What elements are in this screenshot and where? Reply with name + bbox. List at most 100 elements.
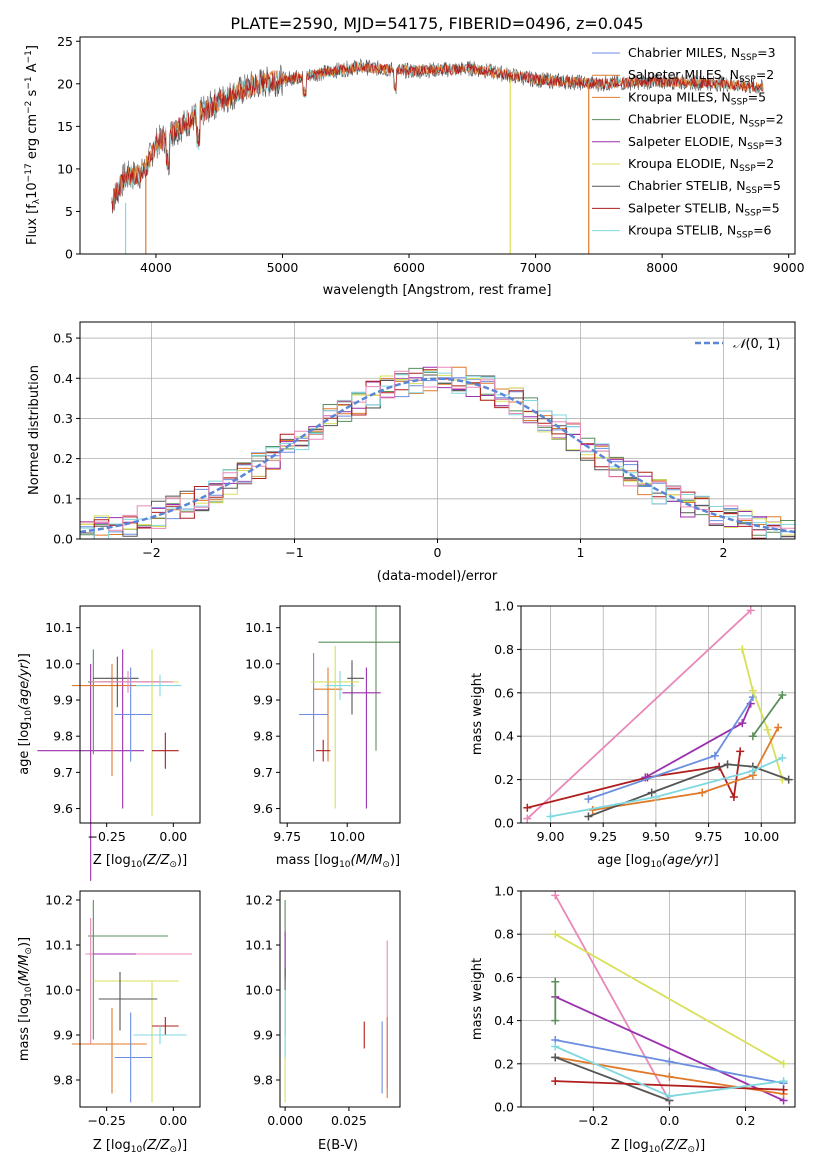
y-tick-label: 10.0 <box>245 983 273 998</box>
legend-subscript: SSP <box>740 53 757 63</box>
legend-label: Salpeter STELIB, NSSP=5 <box>628 200 780 218</box>
age-vs-mass-panel: 9.75 10.00 9.6 9.7 9.8 9.9 10.0 10.1 mass [log1… <box>245 605 401 870</box>
series-marker <box>551 1077 560 1086</box>
series-marker <box>748 766 757 775</box>
series-line <box>554 1056 670 1102</box>
series-marker <box>546 812 555 821</box>
x-tick-label: −0.25 <box>88 829 126 844</box>
legend-count: =6 <box>753 223 771 238</box>
y-tick-label: 10.1 <box>45 938 73 953</box>
x-tick-label: −2 <box>142 545 160 560</box>
series-marker <box>551 930 560 939</box>
normal-legend-label: 𝒩(0, 1) <box>733 337 780 352</box>
error-point <box>152 732 179 769</box>
series-marker <box>778 753 787 762</box>
mass-vs-z-panel: −0.25 0.00 9.8 9.9 10.0 10.1 10.2 Z [log10(Z/Z… <box>17 890 201 1155</box>
x-tick-label: 0.000 <box>267 1113 303 1128</box>
error-point <box>316 739 331 762</box>
legend-label: Kroupa STELIB, NSSP=6 <box>628 223 772 241</box>
y-tick-label: 0.5 <box>53 331 73 346</box>
error-point <box>342 667 381 809</box>
error-point <box>72 663 150 776</box>
spectrum-panel: 4000 5000 6000 7000 8000 9000 0 5 10 15 20 25 wavel… <box>24 34 805 298</box>
series-marker <box>551 977 560 986</box>
legend-subscript: SSP <box>744 208 761 218</box>
y-tick-label: 0.4 <box>494 1013 514 1028</box>
mass-vs-ebv-xlabel: E(B-V) <box>318 1138 358 1153</box>
series-marker <box>748 686 757 695</box>
y-tick-label: 0.0 <box>494 816 514 831</box>
x-tick-label: −0.25 <box>88 1113 126 1128</box>
y-tick-label: 10.1 <box>245 620 273 635</box>
series-marker <box>551 1016 560 1025</box>
legend-count: =3 <box>757 45 775 60</box>
y-tick-label: 0.0 <box>53 532 73 547</box>
weight-vs-z-ylabel: mass weight <box>470 958 485 1040</box>
x-tick-label: 9.00 <box>537 829 565 844</box>
spectrum-legend: Chabrier MILES, NSSP=3 Salpeter MILES, NS… <box>592 45 784 241</box>
y-tick-label: 0.4 <box>494 729 514 744</box>
weight-series <box>551 891 674 1105</box>
series-marker <box>774 723 783 732</box>
x-tick-label: 0 <box>434 545 442 560</box>
legend-count: =2 <box>756 156 774 171</box>
error-point <box>311 645 360 809</box>
series-marker <box>779 1059 788 1068</box>
x-tick-label: 9.50 <box>642 829 670 844</box>
series-line <box>592 727 779 811</box>
series-marker <box>584 812 593 821</box>
y-tick-label: 9.6 <box>253 801 273 816</box>
y-tick-label: 0 <box>65 247 73 262</box>
series-line <box>555 1080 784 1091</box>
series-line <box>550 757 783 818</box>
series-marker <box>736 747 745 756</box>
residuals-legend: 𝒩(0, 1) <box>695 337 780 352</box>
series-marker <box>523 803 532 812</box>
y-tick-label: 10.0 <box>45 983 73 998</box>
y-tick-label: 1.0 <box>494 884 514 899</box>
x-tick-label: 7000 <box>520 260 552 275</box>
series-marker <box>778 690 787 699</box>
series-marker <box>698 788 707 797</box>
legend-subscript: SSP <box>747 142 764 152</box>
y-tick-label: 0.8 <box>494 927 514 942</box>
y-tick-label: 9.7 <box>53 765 73 780</box>
legend-count: =5 <box>748 89 766 104</box>
series-marker <box>665 1057 674 1066</box>
legend-label: Chabrier ELODIE, NSSP=2 <box>628 112 784 130</box>
y-tick-label: 9.9 <box>53 693 73 708</box>
weight-series <box>584 760 793 821</box>
y-tick-label: 0.4 <box>53 371 73 386</box>
x-tick-label: 9000 <box>773 260 805 275</box>
age-vs-z-xlabel: Z [log10(Z/Z⊙)] <box>93 853 187 870</box>
x-tick-label: 0.0 <box>659 1113 679 1128</box>
y-tick-label: 0.1 <box>53 491 73 506</box>
spectrum-ylabel: Flux [fλ10−17 erg cm−2 s−1 A−1] <box>24 45 42 245</box>
y-tick-label: 10.1 <box>245 938 273 953</box>
legend-subscript: SSP <box>746 186 763 196</box>
y-tick-label: 9.9 <box>53 1028 73 1043</box>
series-marker <box>746 606 755 615</box>
series-line <box>554 933 785 1065</box>
x-tick-label: −0.2 <box>578 1113 608 1128</box>
series-marker <box>748 732 757 741</box>
weight-series <box>748 690 787 741</box>
series-marker <box>551 1042 560 1051</box>
error-point <box>299 653 328 762</box>
series-marker <box>551 1053 560 1062</box>
weight-series <box>738 645 787 784</box>
series-marker <box>665 1072 674 1081</box>
error-point <box>37 663 144 881</box>
error-point <box>114 667 152 762</box>
x-tick-label: 0.025 <box>331 1113 367 1128</box>
x-tick-label: 8000 <box>646 260 678 275</box>
error-point <box>90 671 174 693</box>
series-marker <box>665 1092 674 1101</box>
weight-vs-z-xlabel: Z [log10(Z/Z⊙)] <box>611 1138 705 1155</box>
x-tick-label: 10.00 <box>329 829 365 844</box>
error-point <box>133 1026 187 1044</box>
weight-vs-age-panel: 9.00 9.25 9.50 9.75 10.000.00.20.40.60.81.0 … <box>470 599 796 870</box>
y-tick-label: 10.1 <box>45 620 73 635</box>
series-line <box>644 703 752 779</box>
